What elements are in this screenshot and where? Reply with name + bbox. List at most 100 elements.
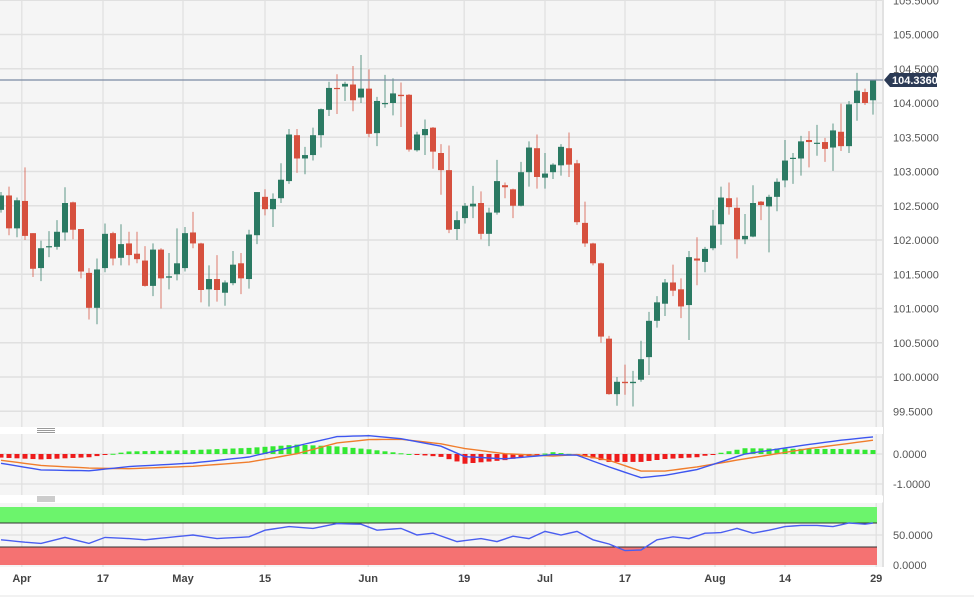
candle-body — [422, 129, 428, 136]
candle-body — [750, 203, 756, 237]
macd-histogram-bar — [838, 448, 844, 454]
candle-body — [726, 198, 732, 208]
candle — [462, 203, 468, 224]
macd-histogram-bar — [222, 448, 228, 454]
candle — [70, 201, 76, 240]
panel-separator[interactable] — [0, 427, 883, 434]
panel-separator[interactable] — [0, 495, 883, 503]
candle — [326, 81, 332, 117]
candle-body — [670, 282, 676, 291]
candle-body — [38, 248, 44, 269]
macd-histogram-bar — [694, 454, 700, 458]
candle-body — [126, 243, 132, 256]
candle — [678, 278, 684, 319]
macd-histogram-bar — [774, 448, 780, 454]
macd-histogram-bar — [798, 448, 804, 454]
candle — [574, 159, 580, 225]
candle — [790, 153, 796, 184]
candle-body — [342, 83, 348, 87]
candle — [486, 207, 492, 247]
candle — [582, 201, 588, 247]
candle — [390, 78, 396, 116]
candle-body — [270, 198, 276, 210]
candle — [854, 72, 860, 121]
candle-body — [206, 279, 212, 290]
y-axis-label: 105.5000 — [893, 0, 939, 7]
candle — [702, 246, 708, 273]
candle — [246, 229, 252, 289]
candle-body — [30, 233, 36, 269]
rsi-line — [0, 522, 874, 552]
x-axis-label: 29 — [870, 573, 882, 585]
candle — [670, 264, 676, 297]
macd-histogram-bar — [766, 448, 772, 454]
candle-body — [158, 249, 164, 279]
candle-body — [446, 170, 452, 230]
candle-body — [46, 246, 52, 248]
candle-body — [542, 173, 548, 178]
candle — [198, 242, 204, 303]
candle-body — [230, 264, 236, 284]
candle-body — [774, 181, 780, 197]
y-axis-label: 100.5000 — [893, 338, 939, 350]
candle-body — [350, 84, 356, 101]
candle-body — [0, 195, 4, 210]
candle — [766, 194, 772, 253]
macd-histogram-bar — [726, 451, 732, 454]
candle — [598, 262, 604, 343]
macd-histogram-bar — [262, 446, 268, 454]
macd-histogram-bar — [686, 454, 692, 458]
candle — [310, 127, 316, 161]
macd-histogram-bar — [718, 452, 724, 454]
macd-histogram-bar — [854, 449, 860, 454]
x-axis-label: Jul — [537, 573, 553, 585]
y-axis-label: 105.0000 — [893, 30, 939, 42]
candle — [438, 144, 444, 195]
candle — [126, 231, 132, 266]
macd-resize-handle-icon[interactable] — [37, 428, 55, 433]
candle — [214, 255, 220, 302]
candle-body — [782, 160, 788, 181]
candle-body — [94, 269, 100, 308]
candle — [206, 265, 212, 307]
candle-body — [862, 92, 868, 103]
candle-body — [694, 258, 700, 261]
candle-body — [854, 90, 860, 103]
macd-histogram-bar — [678, 454, 684, 459]
candle — [726, 182, 732, 215]
candle — [606, 335, 612, 395]
macd-histogram-bar — [158, 450, 164, 454]
rsi-overbought-zone — [0, 507, 877, 523]
candle-body — [102, 233, 108, 269]
x-axis-label: Jun — [358, 573, 378, 585]
candle-body — [454, 220, 460, 230]
candle — [374, 96, 380, 147]
candle-body — [246, 234, 252, 280]
candle-body — [646, 320, 652, 358]
candle — [862, 88, 868, 106]
candle-body — [470, 203, 476, 207]
candle-body — [662, 282, 668, 304]
candle-body — [846, 104, 852, 147]
macd-histogram-bar — [590, 454, 596, 459]
macd-axis-label: -1.0000 — [893, 479, 930, 491]
macd-histogram-bar — [582, 454, 588, 457]
macd-histogram-bar — [126, 451, 132, 454]
candle-body — [134, 253, 140, 260]
macd-histogram-bar — [134, 451, 140, 454]
rsi-resize-handle-icon[interactable] — [37, 496, 55, 502]
candle — [78, 229, 84, 279]
macd-histogram-bar — [294, 444, 300, 454]
candle-body — [870, 79, 876, 101]
candle — [550, 163, 556, 180]
macd-histogram-bar — [6, 454, 12, 458]
candle-body — [710, 225, 716, 249]
candle — [46, 231, 52, 258]
macd-histogram-bar — [334, 446, 340, 454]
candle-body — [742, 235, 748, 240]
x-axis-label: 17 — [619, 573, 631, 585]
candle — [758, 200, 764, 221]
macd-panel-bg — [0, 434, 883, 495]
candle-body — [334, 87, 340, 90]
